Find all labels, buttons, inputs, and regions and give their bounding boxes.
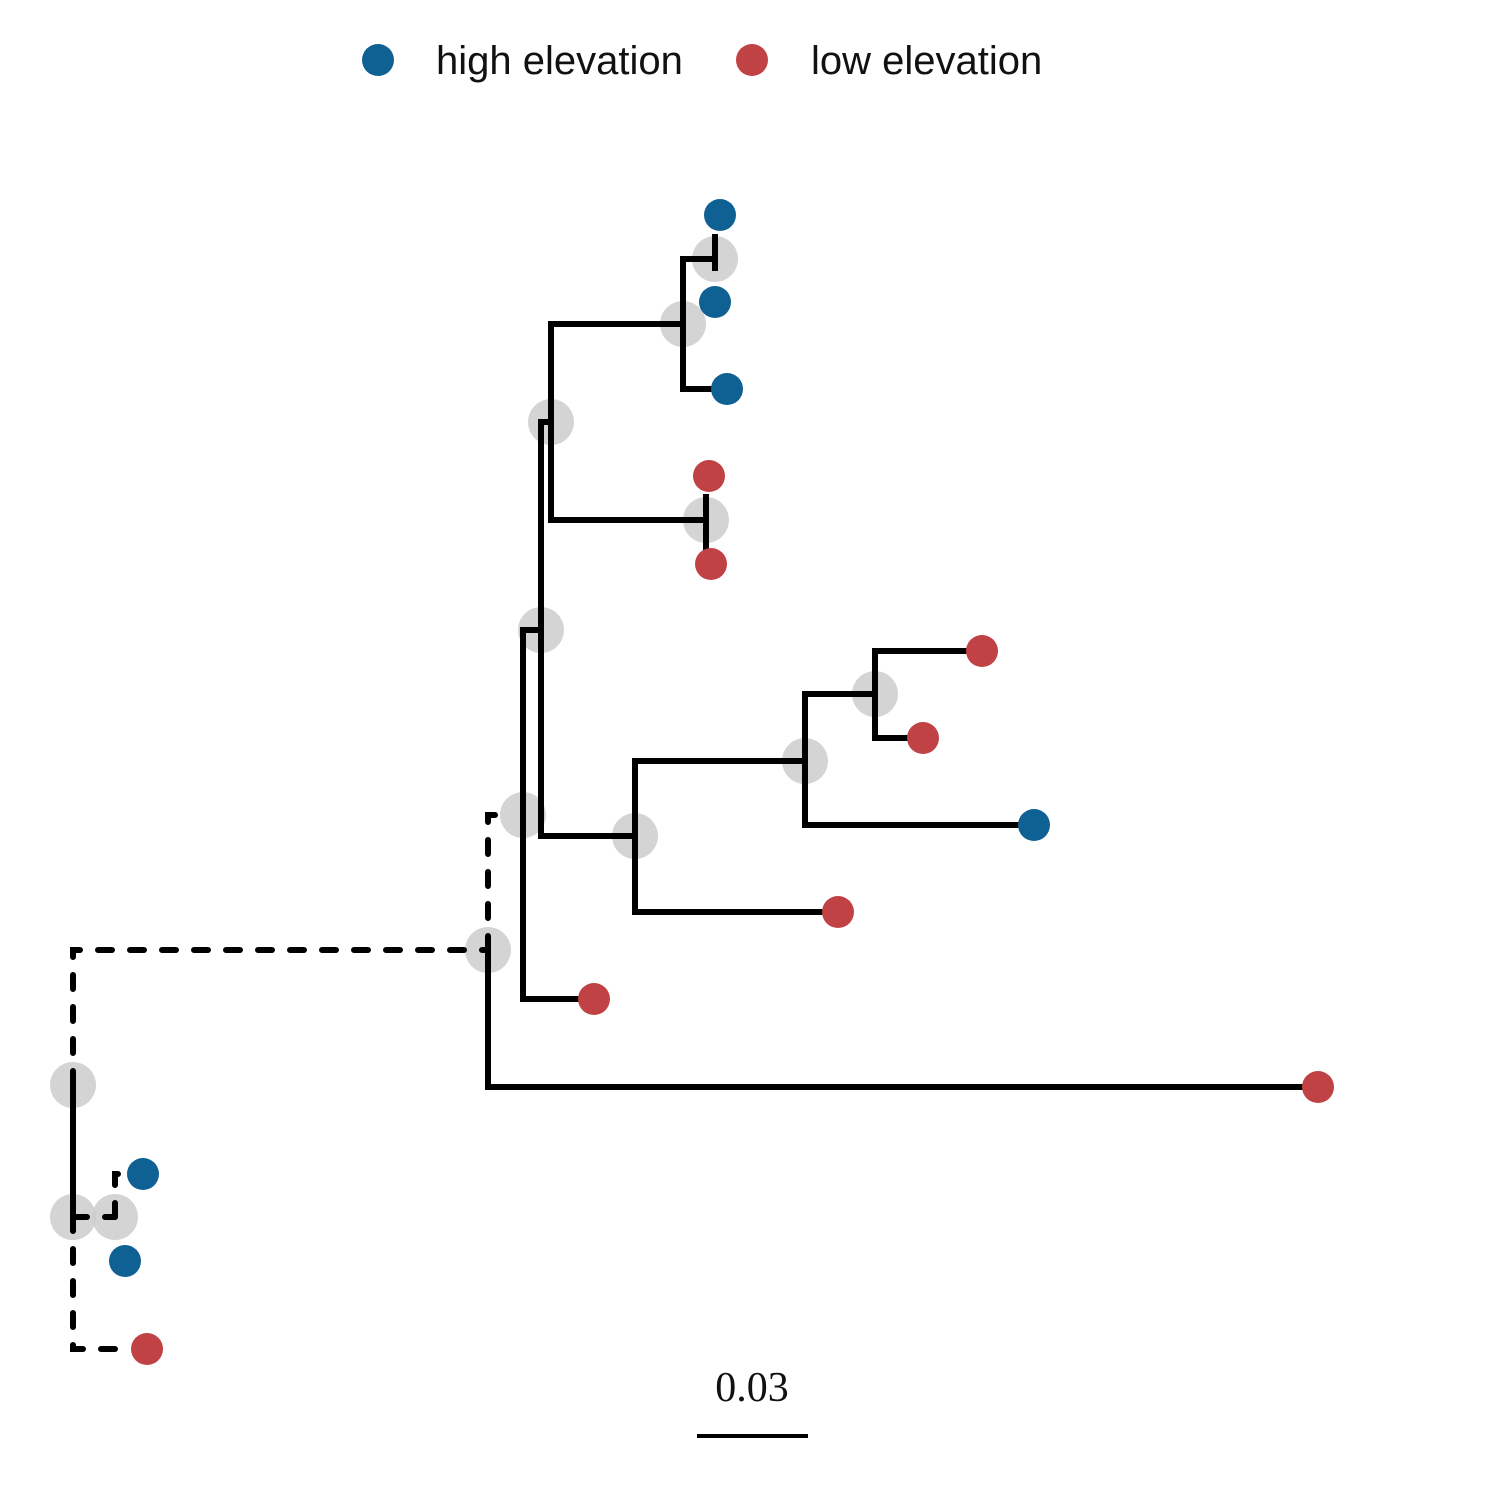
scale-bar: 0.03 (697, 1365, 808, 1438)
branch-dashed (70, 947, 491, 1088)
tip-marker (693, 460, 725, 492)
branch (520, 627, 597, 1002)
tip-marker (1302, 1071, 1334, 1103)
branch (538, 419, 638, 839)
legend-marker-high-elevation (362, 44, 394, 76)
tree-branches (70, 234, 1321, 1352)
legend-label-high-elevation: high elevation (436, 39, 683, 83)
tip-marker (695, 548, 727, 580)
tip-marker (131, 1333, 163, 1365)
legend: high elevation low elevation (362, 39, 1042, 83)
tip-marker (704, 199, 736, 231)
tip-marker (822, 896, 854, 928)
tip-marker (1018, 809, 1050, 841)
branch (485, 947, 1321, 1090)
branch (548, 321, 709, 523)
tip-marker (127, 1158, 159, 1190)
tip-marker (907, 722, 939, 754)
tip-marker (966, 635, 998, 667)
branch-dashed (70, 1214, 133, 1352)
tip-marker (578, 983, 610, 1015)
tip-marker (699, 286, 731, 318)
scale-bar-label: 0.03 (715, 1365, 789, 1411)
tip-marker (711, 373, 743, 405)
branch-dashed (485, 812, 501, 953)
tip-marker (109, 1245, 141, 1277)
legend-label-low-elevation: low elevation (811, 39, 1042, 83)
legend-marker-low-elevation (736, 44, 768, 76)
tip-markers (109, 199, 1334, 1365)
branch (632, 758, 841, 915)
branch (802, 691, 1037, 828)
branch-dashed (112, 1171, 131, 1220)
